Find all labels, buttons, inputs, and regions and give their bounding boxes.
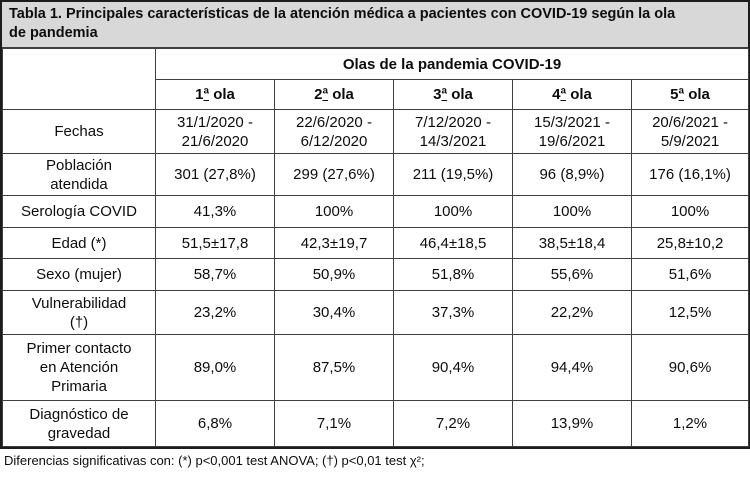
data-cell: 301 (27,8%): [155, 153, 275, 196]
table-row: Fechas 31/1/2020 - 21/6/2020 22/6/2020 - 6…: [2, 109, 750, 154]
ordinal-indicator: ª: [203, 86, 210, 103]
data-cell: 87,5%: [274, 334, 394, 401]
data-cell: 51,5±17,8: [155, 227, 275, 259]
data-cell: 13,9%: [512, 400, 632, 447]
wave-header-2: 2ª ola: [274, 79, 394, 110]
ordinal-indicator: ª: [678, 86, 685, 103]
row-label: Serología COVID: [2, 195, 156, 228]
row-label: Diagnóstico de gravedad: [2, 400, 156, 447]
data-cell: 211 (19,5%): [393, 153, 513, 196]
table-row: Diagnóstico de gravedad 6,8% 7,1% 7,2% 13,9%…: [2, 400, 750, 447]
row-label: Primer contacto en Atención Primaria: [2, 334, 156, 401]
data-cell: 31/1/2020 - 21/6/2020: [155, 109, 275, 154]
data-cell: 100%: [512, 195, 632, 228]
row-label: Vulnerabilidad (†): [2, 290, 156, 335]
row-label: Población atendida: [2, 153, 156, 196]
data-cell: 100%: [274, 195, 394, 228]
data-cell: 7,2%: [393, 400, 513, 447]
data-cell: 15/3/2021 - 19/6/2021: [512, 109, 632, 154]
data-cell: 96 (8,9%): [512, 153, 632, 196]
data-cell: 55,6%: [512, 258, 632, 291]
group-header-row: Olas de la pandemia COVID-19: [2, 48, 750, 110]
data-cell: 7,1%: [274, 400, 394, 447]
data-cell: 7/12/2020 - 14/3/2021: [393, 109, 513, 154]
data-cell: 22/6/2020 - 6/12/2020: [274, 109, 394, 154]
data-cell: 25,8±10,2: [630, 227, 750, 259]
data-cell: 90,6%: [630, 334, 750, 401]
ordinal-indicator: ª: [322, 86, 329, 103]
data-cell: 46,4±18,5: [393, 227, 513, 259]
wave-header-row: 1ª ola 2ª ola 3ª ola 4ª ola 5ª ola: [3, 79, 750, 110]
ordinal-indicator: ª: [560, 86, 567, 103]
data-cell: 100%: [630, 195, 750, 228]
data-cell: 58,7%: [155, 258, 275, 291]
covid-waves-table: Olas de la pandemia COVID-19 1ª ola 2ª ol…: [2, 48, 750, 447]
corner-cell: [2, 48, 156, 110]
data-cell: 299 (27,6%): [274, 153, 394, 196]
wave-header-3: 3ª ola: [393, 79, 513, 110]
data-cell: 50,9%: [274, 258, 394, 291]
data-cell: 51,8%: [393, 258, 513, 291]
table-row: Edad (*) 51,5±17,8 42,3±19,7 46,4±18,5 38,5±…: [2, 227, 750, 259]
table-row: Sexo (mujer) 58,7% 50,9% 51,8% 55,6% 51,6%: [2, 258, 750, 291]
data-cell: 1,2%: [630, 400, 750, 447]
table-row: Primer contacto en Atención Primaria 89,0…: [2, 334, 750, 401]
data-cell: 38,5±18,4: [512, 227, 632, 259]
data-cell: 100%: [393, 195, 513, 228]
table1-container: Tabla 1. Principales características de …: [0, 0, 750, 449]
data-cell: 41,3%: [155, 195, 275, 228]
table-footnote: Diferencias significativas con: (*) p<0,…: [4, 453, 425, 468]
data-cell: 30,4%: [274, 290, 394, 335]
data-cell: 89,0%: [155, 334, 275, 401]
data-cell: 20/6/2021 - 5/9/2021: [630, 109, 750, 154]
table-title: Tabla 1. Principales características de …: [2, 2, 748, 48]
row-label: Sexo (mujer): [2, 258, 156, 291]
data-cell: 94,4%: [512, 334, 632, 401]
table-row: Población atendida 301 (27,8%) 299 (27,6%)…: [2, 153, 750, 196]
ordinal-indicator: ª: [441, 86, 448, 103]
data-cell: 90,4%: [393, 334, 513, 401]
wave-header-5: 5ª ola: [630, 79, 750, 110]
data-cell: 22,2%: [512, 290, 632, 335]
table-row: Serología COVID 41,3% 100% 100% 100% 100%: [2, 195, 750, 228]
row-label: Fechas: [2, 109, 156, 154]
table-row: Vulnerabilidad (†) 23,2% 30,4% 37,3% 22,2% 12…: [2, 290, 750, 335]
data-cell: 12,5%: [630, 290, 750, 335]
data-cell: 51,6%: [630, 258, 750, 291]
wave-header-4: 4ª ola: [512, 79, 632, 110]
data-cell: 23,2%: [155, 290, 275, 335]
table-body: Fechas 31/1/2020 - 21/6/2020 22/6/2020 - 6…: [2, 109, 750, 447]
data-cell: 176 (16,1%): [630, 153, 750, 196]
waves-group-header: Olas de la pandemia COVID-19: [154, 48, 750, 80]
data-cell: 42,3±19,7: [274, 227, 394, 259]
row-label: Edad (*): [2, 227, 156, 259]
wave-header-1: 1ª ola: [155, 79, 275, 110]
data-cell: 37,3%: [393, 290, 513, 335]
data-cell: 6,8%: [155, 400, 275, 447]
